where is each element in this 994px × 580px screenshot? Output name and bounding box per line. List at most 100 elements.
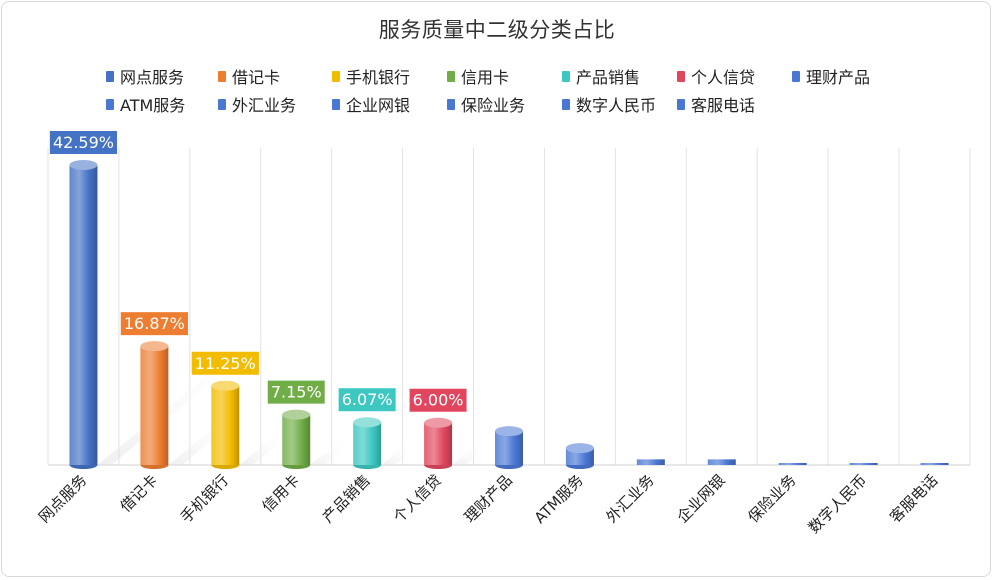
x-tick-label: 个人信贷 bbox=[390, 471, 445, 526]
data-label-text: 7.15% bbox=[271, 383, 322, 402]
legend-label: 保险业务 bbox=[461, 96, 526, 115]
bar bbox=[636, 459, 665, 465]
bar-body bbox=[211, 385, 240, 465]
bar-cap bbox=[565, 443, 594, 454]
legend-label: 理财产品 bbox=[806, 68, 871, 87]
x-tick-label: 理财产品 bbox=[461, 471, 516, 526]
bar-shadow bbox=[381, 445, 417, 465]
bar-shadow bbox=[239, 429, 295, 465]
bar bbox=[424, 417, 453, 469]
bar-cap bbox=[282, 409, 311, 420]
x-tick-label: 外汇业务 bbox=[603, 471, 658, 526]
bar bbox=[565, 443, 594, 469]
legend-item: 手机银行 bbox=[332, 66, 411, 87]
legend-item: 信用卡 bbox=[447, 66, 509, 87]
legend-item: 理财产品 bbox=[792, 66, 871, 87]
bar bbox=[849, 463, 878, 465]
data-label: 42.59% bbox=[49, 130, 118, 154]
legend-item: 借记卡 bbox=[218, 66, 280, 87]
data-label: 16.87% bbox=[120, 312, 188, 336]
legend-swatch bbox=[562, 98, 570, 110]
data-label-box bbox=[120, 312, 188, 336]
legend-swatch bbox=[447, 70, 455, 82]
bar-shadow bbox=[310, 442, 350, 465]
bar bbox=[353, 417, 382, 469]
legend-swatch bbox=[677, 70, 685, 82]
data-label: 11.25% bbox=[191, 351, 259, 375]
legend-item: 客服电话 bbox=[677, 94, 756, 115]
legend-item: 产品销售 bbox=[562, 66, 641, 87]
data-label-box bbox=[49, 130, 118, 154]
legend-label: 外汇业务 bbox=[232, 96, 297, 115]
legend-label: 数字人民币 bbox=[576, 96, 657, 115]
legend-item: 数字人民币 bbox=[562, 94, 657, 115]
data-label-text: 6.00% bbox=[413, 391, 464, 410]
legend-label: ATM服务 bbox=[120, 96, 186, 115]
legend-swatch bbox=[218, 98, 226, 110]
x-tick-label: 保险业务 bbox=[744, 471, 799, 526]
bar-body bbox=[495, 431, 523, 465]
legend-label: 个人信贷 bbox=[691, 68, 756, 87]
legend-item: 企业网银 bbox=[332, 94, 411, 115]
legend-swatch bbox=[106, 98, 114, 110]
legend-label: 客服电话 bbox=[691, 96, 756, 115]
bar-cap bbox=[211, 380, 240, 391]
legend-swatch bbox=[106, 70, 114, 82]
chart-title: 服务质量中二级分类占比 bbox=[378, 18, 616, 42]
bar-body bbox=[849, 463, 878, 465]
x-tick-label: 企业网银 bbox=[673, 471, 728, 526]
data-label-box bbox=[267, 380, 325, 404]
legend-item: ATM服务 bbox=[106, 94, 186, 115]
bar-cap bbox=[140, 341, 169, 352]
x-tick-label: 手机银行 bbox=[177, 471, 232, 526]
bar bbox=[282, 409, 311, 469]
x-tick-label: 客服电话 bbox=[886, 471, 941, 526]
legend-swatch bbox=[218, 70, 226, 82]
data-label-box bbox=[409, 388, 467, 412]
x-tick-label: 产品销售 bbox=[319, 471, 374, 526]
bar-cap bbox=[424, 417, 453, 428]
legend-label: 手机银行 bbox=[346, 68, 411, 87]
legend-swatch bbox=[677, 98, 685, 110]
data-label-text: 16.87% bbox=[124, 314, 185, 333]
bar-shadow bbox=[97, 329, 275, 465]
bar-cap bbox=[69, 159, 98, 170]
bar bbox=[495, 426, 523, 469]
data-label-text: 42.59% bbox=[53, 133, 114, 152]
legend-label: 企业网银 bbox=[346, 96, 411, 115]
bar-body bbox=[920, 463, 949, 465]
bar-body bbox=[353, 422, 382, 465]
legend-item: 保险业务 bbox=[447, 94, 526, 115]
bar-body bbox=[707, 459, 736, 465]
bar-body bbox=[69, 164, 98, 465]
bar-cap bbox=[353, 417, 382, 428]
bar-shadow bbox=[452, 445, 488, 465]
bar bbox=[211, 380, 240, 469]
data-label: 6.00% bbox=[409, 388, 467, 412]
data-label-box bbox=[338, 388, 396, 412]
legend-swatch bbox=[447, 98, 455, 110]
x-tick-label: 信用卡 bbox=[259, 471, 304, 516]
bar-body bbox=[778, 463, 807, 465]
legend-item: 外汇业务 bbox=[218, 94, 297, 115]
bar bbox=[707, 459, 736, 465]
x-tick-label: 数字人民币 bbox=[805, 471, 871, 537]
data-label-text: 6.07% bbox=[342, 390, 393, 409]
bar bbox=[69, 159, 98, 469]
bar-body bbox=[140, 346, 169, 465]
x-tick-label: 借记卡 bbox=[117, 471, 162, 516]
legend-swatch bbox=[332, 70, 340, 82]
legend-item: 网点服务 bbox=[106, 66, 185, 87]
bar bbox=[778, 463, 807, 465]
bar bbox=[140, 341, 169, 469]
bar-body bbox=[636, 459, 665, 465]
legend-swatch bbox=[332, 98, 340, 110]
legend-swatch bbox=[792, 70, 800, 82]
data-label: 6.07% bbox=[338, 388, 396, 412]
bar bbox=[920, 463, 949, 465]
legend-label: 网点服务 bbox=[120, 68, 185, 87]
legend-label: 产品销售 bbox=[576, 68, 641, 87]
bar-body bbox=[282, 414, 311, 465]
